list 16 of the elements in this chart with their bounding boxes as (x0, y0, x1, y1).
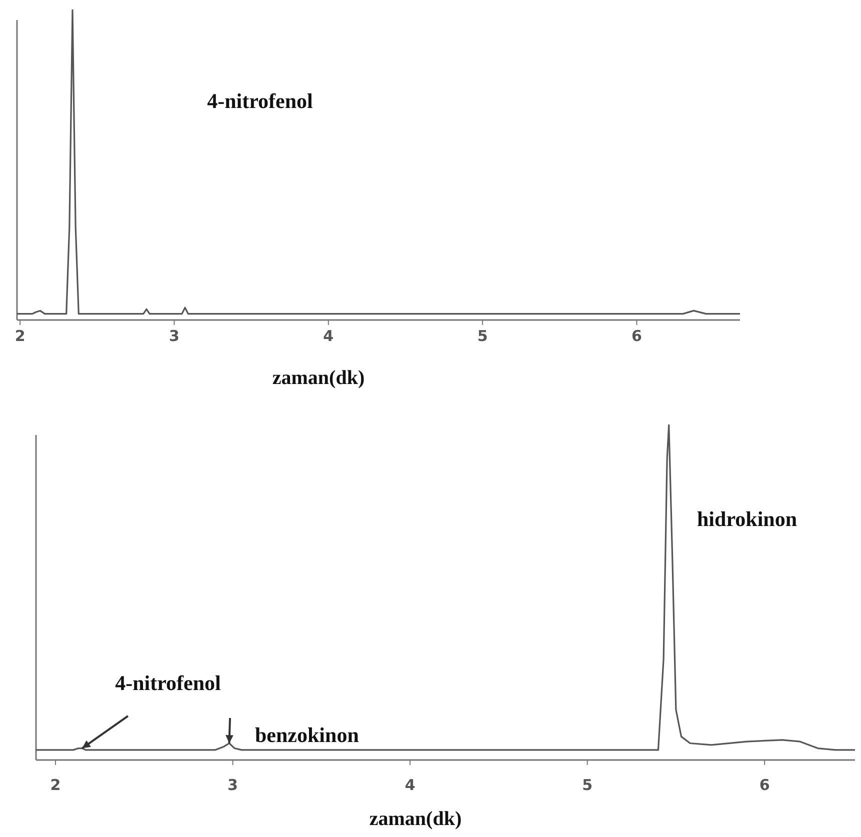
x-tick-label: 2 (50, 776, 61, 794)
x-tick-label: 6 (631, 327, 642, 345)
x-axis-title: zaman(dk) (369, 808, 462, 830)
annotation: benzokinon (255, 723, 360, 747)
x-tick-label: 5 (582, 776, 593, 794)
x-tick-label: 2 (14, 327, 26, 345)
x-tick-label: 6 (759, 776, 770, 794)
annotation: 4-nitrofenol (207, 89, 314, 113)
x-tick-label: 5 (477, 327, 488, 345)
x-tick-label: 4 (404, 776, 416, 794)
x-tick-label: 4 (323, 327, 334, 345)
annotation: 4-nitrofenol (115, 671, 222, 695)
x-tick-label: 3 (228, 776, 238, 794)
x-tick-label: 3 (169, 327, 180, 345)
x-axis-title: zaman(dk) (272, 367, 365, 389)
annotation: hidrokinon (697, 507, 798, 531)
